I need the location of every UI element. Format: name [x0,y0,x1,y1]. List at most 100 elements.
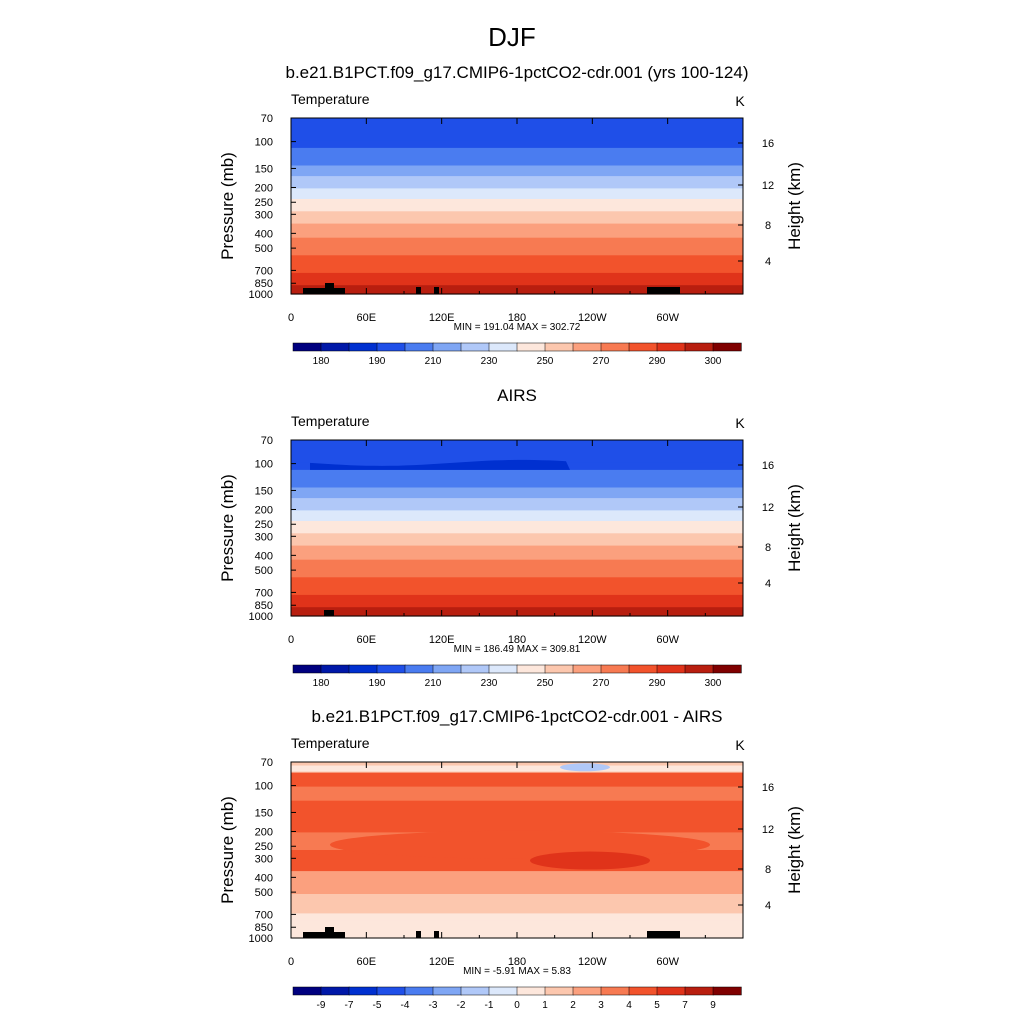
panel-title: AIRS [497,386,537,405]
contour-band [291,147,743,167]
colorbar-swatch [516,986,546,996]
colorbar-label: 210 [425,356,442,367]
xtick-label: 60E [357,634,377,646]
contour-feature [560,763,610,772]
colorbar-swatch [572,986,602,996]
colorbar-swatch [488,986,518,996]
colorbar-label: 290 [649,356,666,367]
colorbar-label: -1 [485,1000,494,1011]
xtick-label: 0 [288,956,294,968]
colorbar-swatch [376,342,406,352]
ytick-right-label: 8 [765,864,771,876]
contour-feature [291,920,743,938]
ytick-label: 400 [255,550,273,562]
colorbar-swatch [348,986,378,996]
colorbar-swatch [712,342,742,352]
contour-band [291,577,743,596]
terrain-block [325,283,334,294]
colorbar-label: 300 [705,356,722,367]
panel-3: b.e21.B1PCT.f09_g17.CMIP6-1pctCO2-cdr.00… [218,707,804,1011]
ytick-label: 200 [255,182,273,194]
y-right-axis-label: Height (km) [785,484,804,572]
colorbar-label: 190 [369,356,386,367]
variable-label: Temperature [291,91,370,107]
xtick-label: 0 [288,312,294,324]
contour-band [291,510,743,522]
y-axis-label: Pressure (mb) [218,152,237,260]
colorbar-swatch [292,986,322,996]
colorbar-label: 1 [542,1000,548,1011]
contour-band [291,894,743,914]
colorbar-swatch [516,342,546,352]
contour-band [291,118,743,142]
colorbar-label: 250 [537,678,554,689]
colorbar-swatch [404,986,434,996]
contour-band [291,176,743,189]
ytick-label: 500 [255,887,273,899]
ytick-right-label: 16 [762,460,774,472]
colorbar-label: 210 [425,678,442,689]
colorbar-swatch [572,664,602,674]
xtick-label: 120W [578,312,607,324]
colorbar-swatch [712,664,742,674]
units-label: K [735,415,745,431]
ytick-label: 1000 [249,289,273,301]
contour-band [291,440,743,464]
colorbar-swatch [684,664,714,674]
contour-band [291,533,743,547]
contour-feature [530,851,650,870]
ytick-label: 150 [255,163,273,175]
contour-band [291,487,743,499]
ytick-right-label: 4 [765,900,771,912]
contour-feature [291,765,743,772]
y-axis-label: Pressure (mb) [218,474,237,582]
colorbar-swatch [544,664,574,674]
ytick-right-label: 8 [765,220,771,232]
stats-label: MIN = 186.49 MAX = 309.81 [454,644,581,655]
xtick-label: 120W [578,634,607,646]
colorbar-label: -3 [429,1000,438,1011]
terrain-block [416,931,421,938]
colorbar-label: -2 [457,1000,466,1011]
ytick-label: 250 [255,197,273,209]
colorbar-swatch [684,342,714,352]
colorbar-label: 230 [481,356,498,367]
colorbar-label: 180 [313,678,330,689]
colorbar-swatch [320,342,350,352]
ytick-label: 300 [255,209,273,221]
colorbar-swatch [432,342,462,352]
colorbar-swatch [320,986,350,996]
contour-feature [310,459,570,470]
xtick-label: 120W [578,956,607,968]
contour-band [291,165,743,177]
contour-band [291,211,743,225]
ytick-right-label: 4 [765,256,771,268]
ytick-label: 850 [255,922,273,934]
contour-band [291,140,743,149]
colorbar-swatch [628,342,658,352]
ytick-right-label: 12 [762,502,774,514]
contour-band [291,498,743,511]
xtick-label: 0 [288,634,294,646]
colorbar-label: 2 [570,1000,576,1011]
terrain-block [303,288,345,294]
ytick-right-label: 4 [765,578,771,590]
colorbar-swatch [292,342,322,352]
ytick-label: 200 [255,504,273,516]
ytick-label: 1000 [249,933,273,945]
colorbar-label: 0 [514,1000,520,1011]
terrain-block [416,287,421,294]
contour-band [291,199,743,212]
ytick-right-label: 12 [762,180,774,192]
xtick-label: 60W [656,956,679,968]
colorbar-swatch [516,664,546,674]
colorbar-swatch [376,664,406,674]
xtick-label: 180 [508,634,526,646]
colorbar-label: 300 [705,678,722,689]
colorbar-label: -9 [317,1000,326,1011]
ytick-label: 100 [255,781,273,793]
contour-feature [330,830,710,859]
panel-title: b.e21.B1PCT.f09_g17.CMIP6-1pctCO2-cdr.00… [285,63,748,82]
